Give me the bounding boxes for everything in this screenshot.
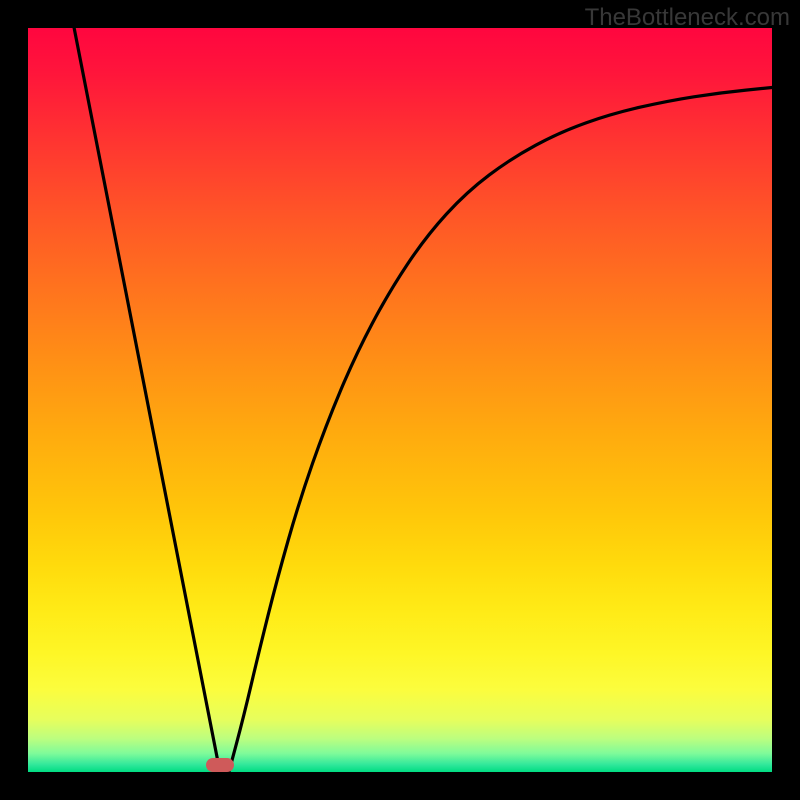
minimum-marker <box>206 758 234 772</box>
bottleneck-curve <box>74 28 772 772</box>
curve-layer <box>28 28 772 772</box>
watermark-text: TheBottleneck.com <box>585 4 790 32</box>
chart-canvas: TheBottleneck.com <box>0 0 800 800</box>
plot-area <box>28 28 772 772</box>
